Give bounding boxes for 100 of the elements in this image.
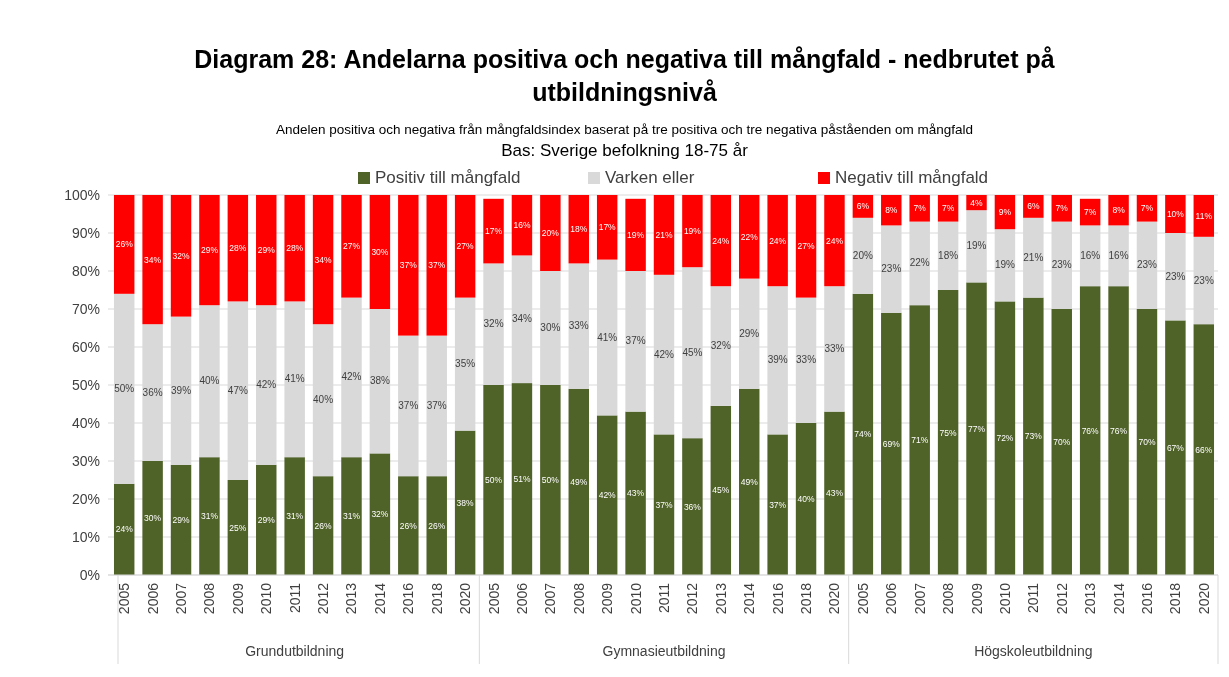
data-label: 26% bbox=[399, 520, 418, 531]
bar bbox=[596, 415, 618, 575]
bar bbox=[511, 195, 533, 256]
bar bbox=[739, 195, 760, 279]
data-label: 45% bbox=[712, 485, 730, 496]
legend-label: Positiv till mångfald bbox=[375, 168, 521, 187]
data-label: 71% bbox=[911, 435, 929, 446]
bar bbox=[1079, 286, 1101, 575]
y-tick-label: 80% bbox=[71, 263, 100, 279]
bar bbox=[824, 195, 845, 287]
bar bbox=[284, 195, 305, 302]
x-tick-label: 2008 bbox=[570, 582, 587, 615]
bar bbox=[170, 464, 192, 575]
legend-label: Varken eller bbox=[605, 168, 695, 187]
x-tick-label: 2020 bbox=[457, 582, 474, 615]
data-label: 33% bbox=[568, 320, 589, 332]
data-label: 6% bbox=[1027, 201, 1040, 212]
x-tick-label: 2005 bbox=[485, 582, 502, 615]
bar bbox=[1023, 297, 1044, 575]
bar bbox=[540, 195, 561, 271]
x-tick-label: 2006 bbox=[144, 582, 161, 615]
bar bbox=[341, 457, 362, 575]
x-tick-label: 2011 bbox=[1025, 582, 1042, 614]
x-tick-label: 2010 bbox=[627, 582, 644, 615]
x-tick-label: 2005 bbox=[854, 582, 871, 615]
bar bbox=[199, 457, 220, 575]
data-label: 29% bbox=[739, 327, 760, 339]
bar bbox=[341, 195, 362, 298]
x-tick-label: 2007 bbox=[173, 582, 190, 615]
data-label: 16% bbox=[513, 220, 531, 231]
bar bbox=[426, 195, 447, 336]
data-label: 42% bbox=[256, 379, 277, 390]
data-label: 72% bbox=[996, 433, 1014, 444]
data-label: 76% bbox=[1110, 425, 1128, 436]
data-label: 36% bbox=[683, 501, 702, 512]
data-label: 16% bbox=[1080, 249, 1101, 261]
y-tick-label: 0% bbox=[79, 567, 100, 583]
x-tick-label: 2008 bbox=[201, 582, 218, 615]
bar bbox=[1193, 324, 1215, 575]
x-tick-label: 2020 bbox=[1195, 582, 1212, 615]
data-label: 7% bbox=[1055, 203, 1069, 214]
bar bbox=[767, 195, 788, 287]
y-tick-label: 50% bbox=[71, 377, 100, 393]
data-label: 28% bbox=[286, 243, 304, 254]
bar bbox=[1023, 195, 1044, 218]
data-label: 37% bbox=[399, 260, 418, 271]
y-tick-label: 70% bbox=[71, 301, 100, 317]
data-label: 7% bbox=[1084, 207, 1097, 218]
x-tick-label: 2009 bbox=[599, 582, 616, 615]
data-label: 21% bbox=[655, 229, 673, 240]
bar bbox=[909, 195, 930, 222]
x-tick-label: 2016 bbox=[400, 582, 417, 615]
data-label: 50% bbox=[114, 382, 135, 394]
data-label: 20% bbox=[541, 228, 560, 238]
data-label: 31% bbox=[286, 511, 304, 522]
data-label: 24% bbox=[115, 524, 134, 535]
x-tick-label: 2009 bbox=[968, 582, 985, 615]
bar bbox=[568, 195, 589, 264]
bar bbox=[739, 388, 760, 575]
bar bbox=[398, 476, 419, 575]
data-label: 11% bbox=[1195, 210, 1213, 221]
data-label: 24% bbox=[825, 235, 844, 246]
bar bbox=[852, 293, 874, 575]
bar bbox=[170, 195, 192, 317]
data-label: 34% bbox=[511, 313, 533, 325]
data-label: 42% bbox=[598, 490, 617, 501]
bar bbox=[937, 195, 959, 222]
x-tick-label: 2018 bbox=[428, 582, 445, 615]
data-label: 26% bbox=[428, 520, 446, 531]
x-tick-label: 2008 bbox=[940, 582, 957, 615]
data-label: 22% bbox=[740, 231, 759, 242]
data-label: 70% bbox=[1053, 437, 1071, 447]
data-label: 25% bbox=[229, 522, 247, 533]
text: Gymnasieutbildning bbox=[602, 643, 726, 659]
data-label: 73% bbox=[1024, 431, 1043, 442]
data-label: 66% bbox=[1195, 444, 1213, 455]
data-label: 27% bbox=[342, 241, 361, 252]
bar bbox=[625, 411, 646, 575]
data-label: 6% bbox=[856, 201, 870, 212]
bar bbox=[227, 195, 249, 302]
data-label: 33% bbox=[824, 342, 845, 354]
data-label: 50% bbox=[485, 475, 503, 485]
data-label: 9% bbox=[998, 207, 1012, 218]
bar bbox=[540, 385, 561, 575]
bar bbox=[312, 476, 334, 575]
data-label: 42% bbox=[341, 371, 362, 383]
bar bbox=[824, 411, 845, 575]
data-label: 34% bbox=[314, 254, 333, 265]
data-label: 10% bbox=[1166, 209, 1185, 219]
data-label: 37% bbox=[769, 499, 787, 510]
data-label: 23% bbox=[1165, 270, 1186, 282]
x-tick-label: 2014 bbox=[371, 582, 388, 615]
bar bbox=[1108, 195, 1129, 226]
bar bbox=[1108, 286, 1129, 575]
bar bbox=[653, 195, 675, 275]
bar bbox=[1165, 320, 1186, 575]
data-label: 31% bbox=[200, 511, 219, 522]
data-label: 23% bbox=[1051, 259, 1072, 271]
data-label: 19% bbox=[627, 229, 645, 240]
bar bbox=[454, 430, 476, 575]
